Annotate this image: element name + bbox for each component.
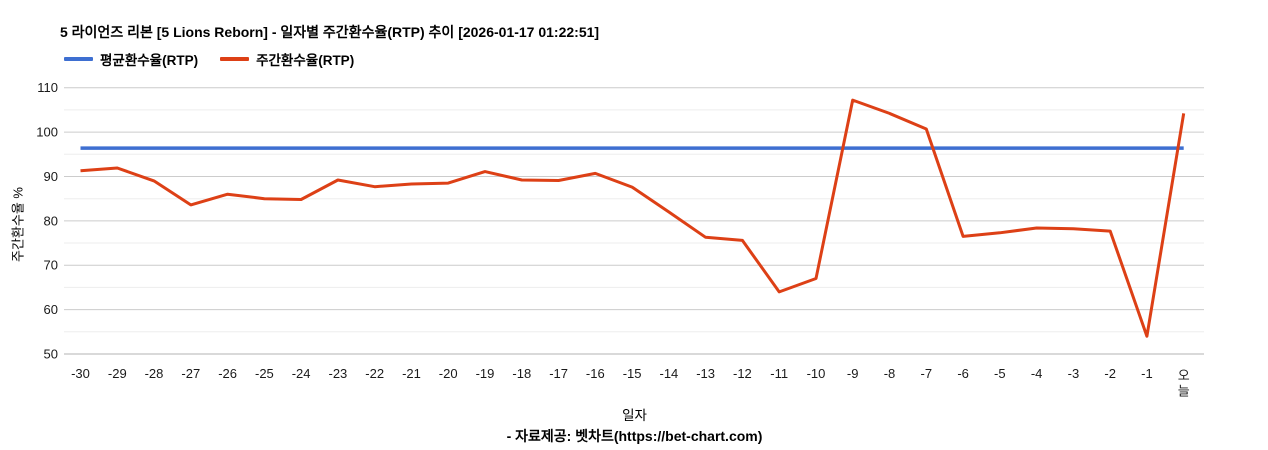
x-tick-label: -26 [218,366,237,381]
x-tick-label-today: 늘 [1178,384,1190,399]
y-tick-label: 100 [36,125,58,140]
x-tick-label: -19 [476,366,495,381]
x-tick-label: -25 [255,366,274,381]
x-tick-label: -12 [733,366,752,381]
average-rtp-line-swatch [64,57,93,61]
y-tick-label: 50 [44,347,58,362]
x-tick-label: -13 [696,366,715,381]
y-tick-label: 110 [37,80,58,95]
x-tick-label: -27 [181,366,200,381]
chart-title: 5 라이언즈 리본 [5 Lions Reborn] - 일자별 주간환수율(R… [60,24,600,40]
x-tick-label: -22 [365,366,384,381]
x-tick-label: -17 [549,366,568,381]
legend-label-average-rtp: 평균환수율(RTP) [100,53,199,68]
x-tick-label: -5 [994,366,1006,381]
x-tick-label: -15 [623,366,642,381]
footer-credit: - 자료제공: 벳차트(https://bet-chart.com) [506,428,763,444]
weekly-rtp-line-swatch [220,57,250,61]
y-tick-label: 60 [44,302,58,317]
x-tick-label: -4 [1031,366,1043,381]
x-tick-label: -7 [921,366,933,381]
legend-item-weekly-rtp: 주간환수율(RTP) [220,49,354,69]
y-tick-label: 90 [44,169,58,184]
x-tick-label: -28 [145,366,164,381]
x-tick-label: -1 [1141,366,1153,381]
x-tick-label: -2 [1104,366,1116,381]
legend-label-weekly-rtp: 주간환수율(RTP) [256,53,355,68]
x-tick-label: -18 [512,366,531,381]
x-tick-label: -14 [660,366,679,381]
x-tick-label: -23 [329,366,348,381]
chart-legend: 평균환수율(RTP) 주간환수율(RTP) [64,49,376,69]
x-tick-label-today: 오 [1178,368,1190,383]
x-tick-label: -20 [439,366,458,381]
x-tick-label: -21 [402,366,421,381]
x-tick-label: -10 [807,366,826,381]
x-tick-label: -6 [957,366,969,381]
x-axis-title: 일자 [622,408,647,423]
x-tick-label: -3 [1068,366,1080,381]
y-tick-label: 80 [44,213,58,228]
x-tick-label: -11 [770,366,788,381]
x-tick-label: -9 [847,366,859,381]
x-tick-label: -29 [108,366,127,381]
weekly-rtp-line [80,98,1186,338]
legend-item-average-rtp: 평균환수율(RTP) [64,49,198,69]
x-tick-label: -8 [884,366,896,381]
x-tick-label: -16 [586,366,605,381]
x-tick-label: -24 [292,366,311,381]
y-tick-label: 70 [44,258,58,273]
x-tick-label: -30 [71,366,90,381]
